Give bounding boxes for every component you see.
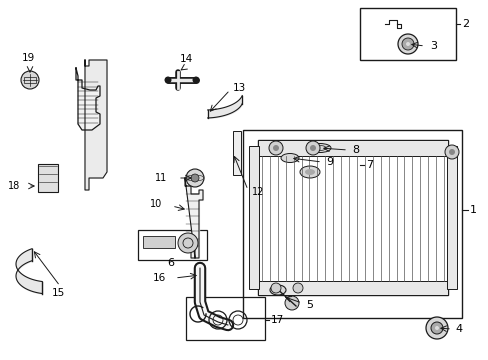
Text: 2: 2 — [461, 19, 468, 29]
Circle shape — [21, 71, 39, 89]
Circle shape — [434, 326, 438, 330]
Circle shape — [309, 145, 315, 151]
Bar — [359, 8, 455, 60]
Circle shape — [270, 283, 281, 293]
Text: 18: 18 — [8, 181, 20, 191]
Bar — [258, 140, 447, 156]
Bar — [258, 140, 447, 295]
Circle shape — [164, 77, 171, 84]
Bar — [258, 281, 447, 295]
Circle shape — [285, 296, 298, 310]
Bar — [232, 131, 241, 175]
Circle shape — [268, 141, 283, 155]
Text: 1: 1 — [469, 205, 476, 215]
Circle shape — [401, 38, 413, 50]
Text: 10: 10 — [149, 199, 162, 209]
Bar — [185, 297, 264, 340]
Ellipse shape — [281, 153, 298, 162]
Bar — [243, 130, 461, 318]
Ellipse shape — [308, 144, 330, 153]
Circle shape — [305, 141, 319, 155]
Bar — [142, 236, 175, 248]
Text: 6: 6 — [167, 258, 174, 268]
Text: 11: 11 — [154, 173, 167, 183]
Ellipse shape — [299, 166, 319, 178]
Circle shape — [397, 34, 417, 54]
Bar — [24, 77, 36, 83]
Polygon shape — [184, 178, 203, 258]
Text: 19: 19 — [21, 53, 35, 63]
Text: 13: 13 — [232, 83, 246, 93]
Bar — [138, 230, 206, 260]
Polygon shape — [76, 68, 100, 130]
Circle shape — [292, 283, 303, 293]
Circle shape — [444, 145, 458, 159]
Text: 15: 15 — [51, 288, 64, 298]
Polygon shape — [85, 60, 107, 190]
Circle shape — [178, 233, 198, 253]
Text: 9: 9 — [325, 157, 332, 167]
Text: 16: 16 — [152, 273, 165, 283]
Circle shape — [272, 145, 279, 151]
Circle shape — [448, 149, 454, 155]
Bar — [264, 148, 359, 183]
Bar — [446, 146, 456, 289]
Text: 17: 17 — [270, 315, 284, 325]
Circle shape — [191, 174, 199, 182]
Bar — [38, 164, 58, 192]
Circle shape — [430, 322, 442, 334]
Text: 5: 5 — [305, 300, 312, 310]
Text: 8: 8 — [351, 145, 358, 155]
Ellipse shape — [305, 169, 314, 175]
Text: 14: 14 — [179, 54, 192, 64]
Text: 7: 7 — [365, 160, 372, 170]
Bar — [248, 146, 259, 289]
Text: 3: 3 — [429, 41, 436, 51]
Text: 4: 4 — [454, 324, 461, 334]
Circle shape — [192, 77, 199, 84]
Circle shape — [405, 42, 409, 46]
Circle shape — [425, 317, 447, 339]
Circle shape — [185, 169, 203, 187]
Ellipse shape — [269, 285, 285, 295]
Text: 12: 12 — [251, 187, 264, 197]
